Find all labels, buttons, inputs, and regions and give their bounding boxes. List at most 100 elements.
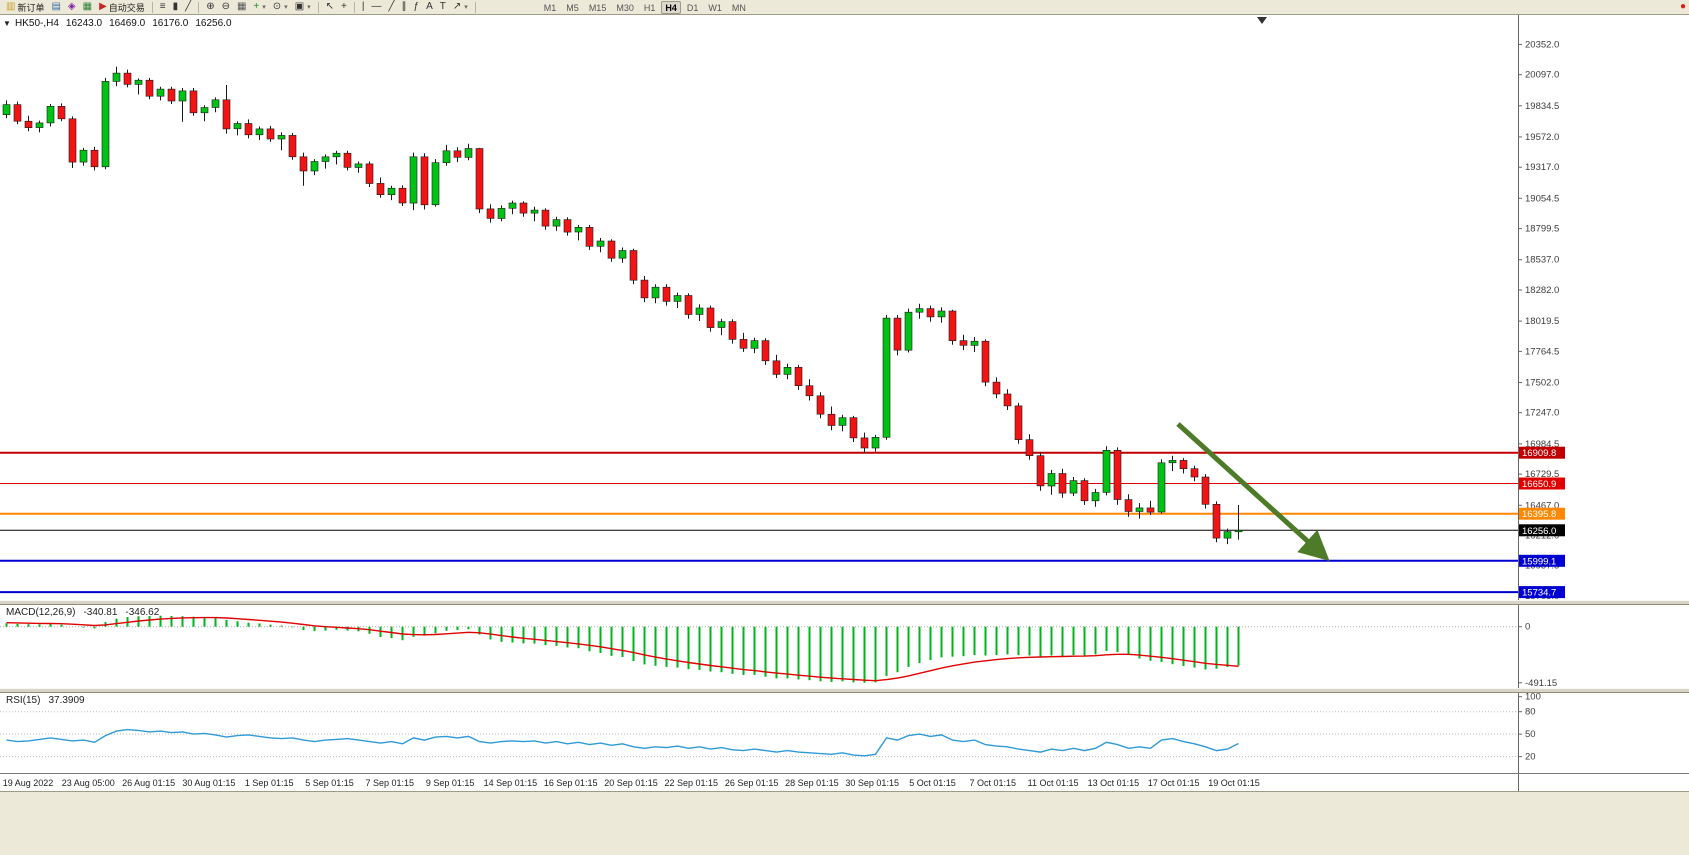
candlestick — [222, 85, 231, 134]
panel-divider-rsi[interactable] — [0, 688, 1689, 693]
candlestick — [882, 315, 891, 440]
navigator-icon[interactable]: ◈ — [65, 1, 79, 14]
time-tick-label: 5 Oct 01:15 — [909, 778, 956, 788]
candlestick — [794, 364, 803, 390]
time-tick-label: 5 Sep 01:15 — [305, 778, 354, 788]
candlestick — [134, 78, 143, 95]
time-tick-label: 26 Sep 01:15 — [725, 778, 779, 788]
candlestick — [970, 337, 979, 352]
arrows-tool-icon[interactable]: ↗ ▾ — [450, 1, 471, 14]
time-tick-label: 30 Aug 01:15 — [182, 778, 235, 788]
candlestick — [332, 150, 341, 165]
timeframe-m30[interactable]: M30 — [616, 2, 634, 13]
candlestick — [915, 303, 924, 319]
tile-windows-icon[interactable]: ▦ — [234, 1, 249, 14]
candlestick — [167, 86, 176, 104]
candlestick — [1036, 452, 1045, 491]
indicators-icon[interactable]: + ▾ — [250, 1, 268, 14]
price-tick-label: 17247.0 — [1525, 408, 1559, 419]
candlestick — [1124, 494, 1133, 517]
candlestick — [398, 185, 407, 206]
timeframe-h1[interactable]: H1 — [643, 2, 656, 13]
trend-arrow-annotation[interactable] — [1176, 422, 1330, 562]
price-tag-16395.8: 16395.8 — [1519, 507, 1565, 520]
candlestick — [475, 147, 484, 214]
candlestick — [574, 225, 583, 241]
new-order-button[interactable]: ▥ 新订单 — [3, 1, 47, 14]
candlestick — [321, 154, 330, 169]
candlestick — [563, 217, 572, 236]
time-tick-label: 13 Oct 01:15 — [1088, 778, 1140, 788]
price-axis[interactable]: 20352.0 20097.0 19834.5 19572.0 19317.0 19054… — [1518, 15, 1559, 791]
timeframe-mn[interactable]: MN — [731, 2, 746, 13]
autotrading-button[interactable]: ▶ 自动交易 — [96, 1, 148, 14]
label-icon[interactable]: T — [437, 1, 449, 14]
timeframe-d1[interactable]: D1 — [686, 2, 699, 13]
candlestick — [805, 379, 814, 401]
line-chart-type-icon[interactable]: ╱ — [182, 1, 194, 14]
timeframe-h4[interactable]: H4 — [661, 0, 681, 14]
candlestick — [761, 338, 770, 365]
timeframe-w1[interactable]: W1 — [708, 2, 722, 13]
timeframe-m15[interactable]: M15 — [588, 2, 607, 13]
periods-icon[interactable]: ⊙ ▾ — [270, 1, 291, 14]
one-click-trading-toggle[interactable]: ▼ — [3, 19, 11, 28]
market-watch-icon[interactable]: ▤ — [48, 1, 63, 14]
candlestick — [1047, 469, 1056, 495]
candlestick-type-icon[interactable]: ▮ — [170, 1, 182, 14]
time-tick-label: 14 Sep 01:15 — [484, 778, 538, 788]
zoom-in-icon-glyph: ⊕ — [206, 1, 215, 12]
terminal-icon[interactable]: ▦ — [80, 1, 95, 14]
notification-badge[interactable]: ● — [1679, 1, 1686, 12]
candlestick — [629, 248, 638, 285]
timeframe-m5[interactable]: M5 — [566, 2, 579, 13]
time-tick-label: 28 Sep 01:15 — [785, 778, 839, 788]
rsi-name: RSI(15) — [6, 695, 41, 706]
candlestick — [288, 133, 297, 160]
candlestick — [1234, 505, 1243, 540]
zoom-out-icon[interactable]: ⊖ — [219, 1, 233, 14]
candlestick — [1058, 468, 1067, 498]
channel-icon[interactable]: ∥ — [399, 1, 410, 14]
candlestick — [101, 77, 110, 170]
toolbar-separator — [317, 1, 319, 13]
candlestick — [453, 147, 462, 163]
candlestick — [2, 100, 11, 119]
svg-text:16909.8: 16909.8 — [1522, 448, 1556, 459]
vertical-line-icon[interactable]: | — [359, 1, 368, 14]
close-value: 16256.0 — [195, 18, 232, 29]
panel-divider-macd[interactable] — [0, 600, 1689, 605]
candlestick — [772, 354, 781, 378]
candlestick-series — [2, 66, 1243, 545]
text-icon[interactable]: A — [423, 1, 436, 14]
zoom-in-icon[interactable]: ⊕ — [203, 1, 217, 14]
candlestick — [68, 116, 77, 168]
terminal-icon-glyph: ▦ — [82, 1, 93, 12]
candlestick — [233, 121, 242, 136]
macd-tick-label: 0 — [1525, 622, 1530, 633]
main-toolbar: ▥ 新订单 ▤ ◈ ▦ ▶ 自动交易 ≡ ▮ ╱ ⊕ ⊖ ▦ + ▾ ⊙ ▾ ▣ ▾ ↖ + | — ╱ ∥ ƒ A T ↗ ▾ M1 M5 M… — [0, 0, 1689, 15]
templates-icon[interactable]: ▣ ▾ — [292, 1, 314, 14]
macd-tick-label: -491.15 — [1525, 678, 1557, 689]
bar-chart-type-icon[interactable]: ≡ — [157, 1, 169, 14]
svg-text:16395.8: 16395.8 — [1522, 509, 1556, 520]
candlestick — [387, 185, 396, 201]
cursor-icon-glyph: ↖ — [325, 1, 335, 12]
high-value: 16469.0 — [109, 18, 146, 29]
candlestick — [981, 339, 990, 387]
horizontal-line-icon[interactable]: — — [369, 1, 385, 14]
templates-icon-caret: ▾ — [307, 4, 311, 11]
timeframe-m1[interactable]: M1 — [543, 2, 557, 13]
crosshair-icon[interactable]: + — [338, 1, 350, 14]
cursor-icon[interactable]: ↖ — [323, 1, 337, 14]
candlestick-type-icon-glyph: ▮ — [172, 1, 179, 12]
fibonacci-icon[interactable]: ƒ — [411, 1, 423, 14]
price-tick-label: 19572.0 — [1525, 132, 1559, 143]
price-tag-15999.1: 15999.1 — [1519, 554, 1565, 567]
candlestick — [354, 161, 363, 173]
time-axis[interactable]: 19 Aug 2022 23 Aug 05:00 26 Aug 01:15 30 Au… — [3, 778, 1260, 788]
trendline-icon[interactable]: ╱ — [386, 1, 398, 14]
candlestick — [145, 77, 154, 100]
candlestick — [739, 332, 748, 352]
